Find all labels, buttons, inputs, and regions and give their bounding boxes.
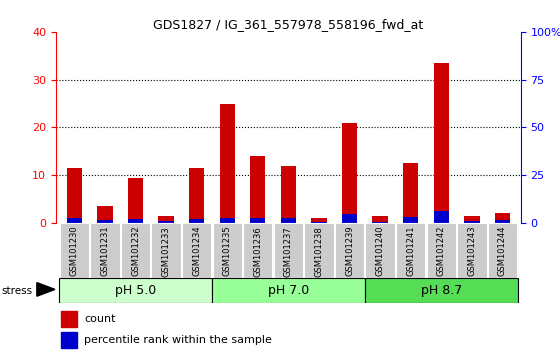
- Bar: [97, 220, 113, 223]
- Bar: [342, 123, 357, 223]
- Bar: [464, 216, 479, 223]
- Text: stress: stress: [1, 286, 32, 296]
- Text: GSM101234: GSM101234: [192, 226, 201, 276]
- FancyBboxPatch shape: [59, 278, 212, 303]
- Bar: [250, 156, 265, 223]
- FancyBboxPatch shape: [427, 223, 456, 278]
- Text: GSM101243: GSM101243: [468, 226, 477, 276]
- Bar: [433, 63, 449, 223]
- FancyBboxPatch shape: [396, 223, 426, 278]
- Bar: [67, 218, 82, 223]
- Bar: [433, 211, 449, 223]
- Text: GSM101237: GSM101237: [284, 226, 293, 276]
- FancyBboxPatch shape: [366, 223, 395, 278]
- Bar: [250, 218, 265, 223]
- Bar: [495, 213, 510, 223]
- FancyBboxPatch shape: [488, 223, 517, 278]
- Bar: [342, 215, 357, 223]
- Bar: [372, 216, 388, 223]
- Bar: [189, 219, 204, 223]
- FancyBboxPatch shape: [457, 223, 487, 278]
- Text: GSM101242: GSM101242: [437, 226, 446, 276]
- Bar: [311, 218, 326, 223]
- Text: GSM101231: GSM101231: [100, 226, 109, 276]
- Text: GSM101233: GSM101233: [162, 226, 171, 276]
- Text: pH 7.0: pH 7.0: [268, 284, 309, 297]
- Bar: [60, 332, 77, 348]
- FancyBboxPatch shape: [182, 223, 211, 278]
- FancyBboxPatch shape: [243, 223, 273, 278]
- Text: pH 8.7: pH 8.7: [421, 284, 462, 297]
- FancyBboxPatch shape: [60, 223, 89, 278]
- Bar: [60, 311, 77, 327]
- Bar: [403, 217, 418, 223]
- Bar: [158, 221, 174, 223]
- Bar: [281, 166, 296, 223]
- Text: GSM101235: GSM101235: [223, 226, 232, 276]
- Bar: [158, 216, 174, 223]
- Bar: [464, 221, 479, 223]
- FancyBboxPatch shape: [90, 223, 120, 278]
- Text: GSM101232: GSM101232: [131, 226, 140, 276]
- Bar: [128, 178, 143, 223]
- Bar: [97, 206, 113, 223]
- FancyBboxPatch shape: [212, 278, 365, 303]
- Text: count: count: [84, 314, 116, 324]
- Bar: [67, 168, 82, 223]
- FancyBboxPatch shape: [365, 278, 518, 303]
- Bar: [220, 218, 235, 223]
- Bar: [495, 220, 510, 223]
- FancyBboxPatch shape: [151, 223, 181, 278]
- Bar: [403, 163, 418, 223]
- FancyBboxPatch shape: [274, 223, 303, 278]
- Bar: [220, 104, 235, 223]
- FancyBboxPatch shape: [213, 223, 242, 278]
- Text: pH 5.0: pH 5.0: [115, 284, 156, 297]
- Text: GSM101230: GSM101230: [70, 226, 79, 276]
- Text: GSM101238: GSM101238: [315, 226, 324, 276]
- FancyBboxPatch shape: [335, 223, 364, 278]
- FancyBboxPatch shape: [121, 223, 150, 278]
- Text: GSM101241: GSM101241: [406, 226, 415, 276]
- Bar: [189, 168, 204, 223]
- Polygon shape: [37, 282, 55, 296]
- Title: GDS1827 / IG_361_557978_558196_fwd_at: GDS1827 / IG_361_557978_558196_fwd_at: [153, 18, 423, 31]
- FancyBboxPatch shape: [304, 223, 334, 278]
- Text: GSM101244: GSM101244: [498, 226, 507, 276]
- Text: percentile rank within the sample: percentile rank within the sample: [84, 335, 272, 345]
- Bar: [281, 218, 296, 223]
- Bar: [311, 222, 326, 223]
- Text: GSM101240: GSM101240: [376, 226, 385, 276]
- Text: GSM101239: GSM101239: [345, 226, 354, 276]
- Bar: [372, 222, 388, 223]
- Text: GSM101236: GSM101236: [253, 226, 262, 276]
- Bar: [128, 219, 143, 223]
